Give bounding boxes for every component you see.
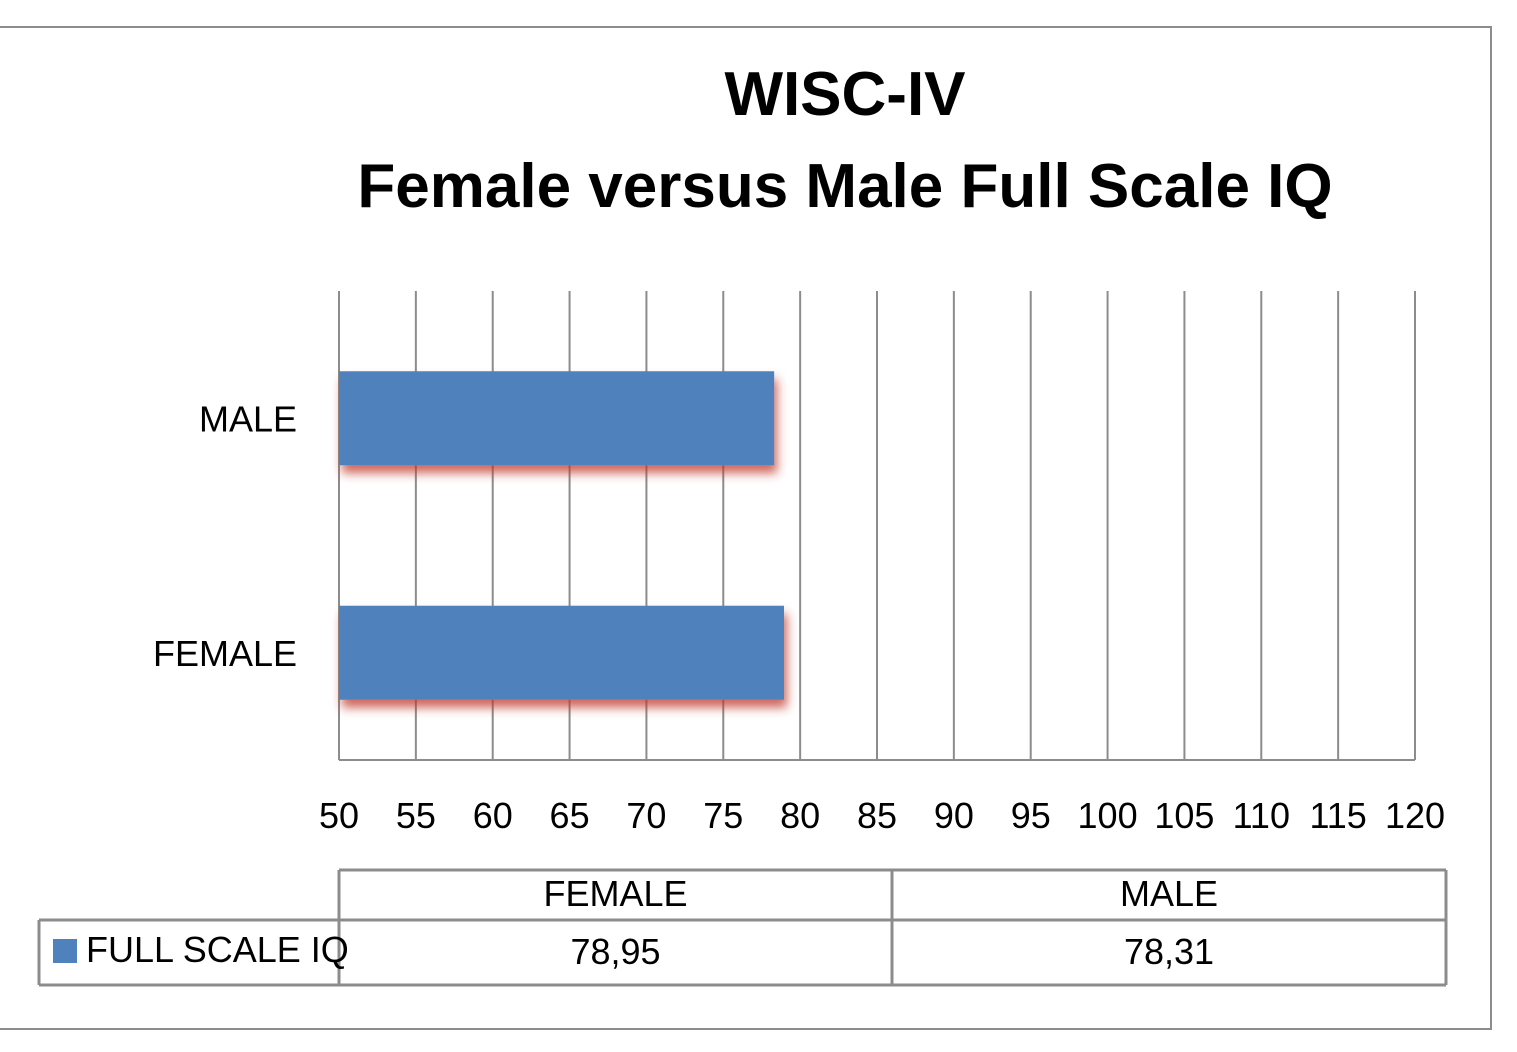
table-header-female: FEMALE xyxy=(543,873,687,914)
x-tick-75: 75 xyxy=(703,795,743,836)
x-tick-105: 105 xyxy=(1154,795,1214,836)
x-tick-55: 55 xyxy=(396,795,436,836)
chart-subtitle: Female versus Male Full Scale IQ xyxy=(357,152,1333,221)
category-label-male: MALE xyxy=(199,398,297,439)
bars xyxy=(339,371,785,700)
x-tick-60: 60 xyxy=(473,795,513,836)
table-row-label: FULL SCALE IQ xyxy=(86,929,349,970)
x-tick-100: 100 xyxy=(1078,795,1138,836)
category-labels: FEMALE MALE xyxy=(153,398,297,674)
x-tick-90: 90 xyxy=(934,795,974,836)
category-label-female: FEMALE xyxy=(153,633,297,674)
x-tick-65: 65 xyxy=(550,795,590,836)
x-tick-50: 50 xyxy=(319,795,359,836)
x-tick-85: 85 xyxy=(857,795,897,836)
x-tick-labels: 50 55 60 65 70 75 80 85 90 95 100 105 110 115 120 xyxy=(319,795,1445,836)
data-table: FEMALE MALE FULL SCALE IQ 78,95 78,31 xyxy=(37,868,1448,987)
chart-title: WISC-IV xyxy=(724,60,966,129)
x-tick-115: 115 xyxy=(1309,795,1366,836)
legend-swatch xyxy=(53,939,77,963)
x-tick-110: 110 xyxy=(1233,795,1290,836)
table-header-male: MALE xyxy=(1120,873,1218,914)
x-tick-80: 80 xyxy=(780,795,820,836)
x-tick-95: 95 xyxy=(1011,795,1051,836)
bar-male xyxy=(339,371,775,466)
x-tick-70: 70 xyxy=(626,795,666,836)
bar-female xyxy=(339,605,785,700)
table-cell-female: 78,95 xyxy=(570,931,660,972)
chart-frame xyxy=(0,26,1492,1030)
x-tick-120: 120 xyxy=(1385,795,1445,836)
table-cell-male: 78,31 xyxy=(1124,931,1214,972)
